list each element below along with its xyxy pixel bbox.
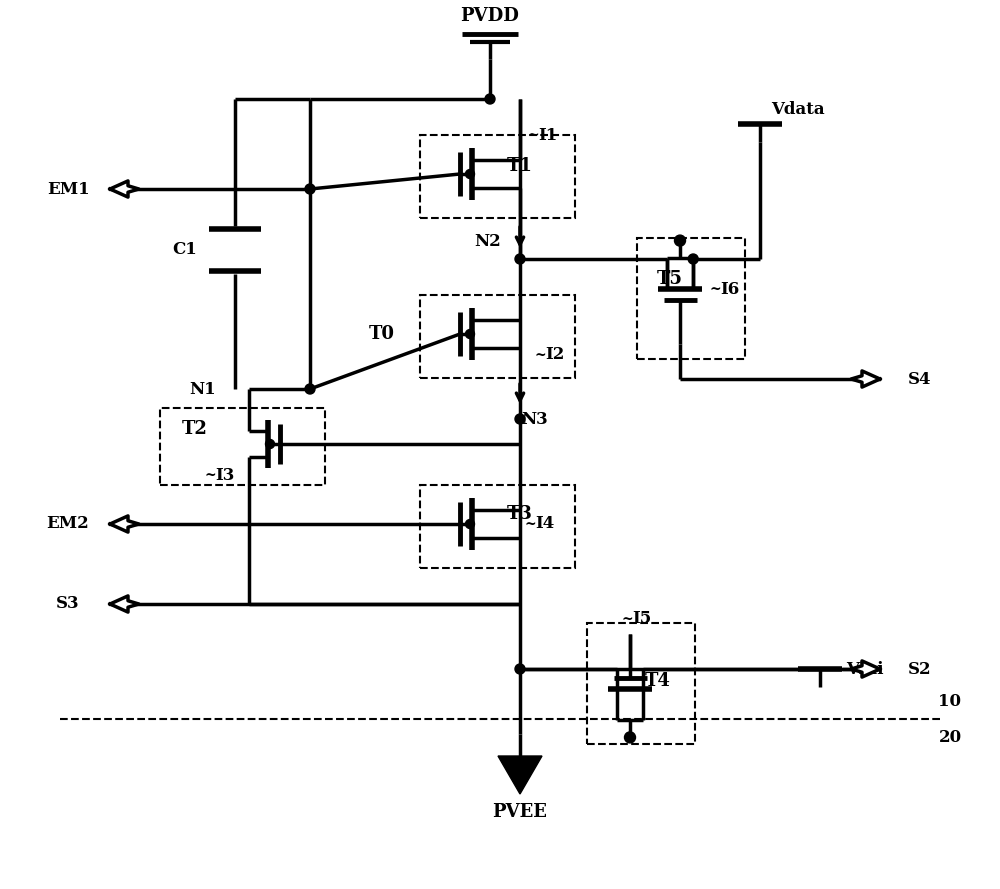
Polygon shape: [851, 661, 880, 677]
Circle shape: [466, 330, 475, 339]
Text: S2: S2: [908, 661, 932, 677]
Bar: [420, 135, 575, 218]
Circle shape: [515, 414, 525, 424]
Text: T4: T4: [645, 672, 671, 690]
Circle shape: [624, 732, 636, 743]
Circle shape: [485, 94, 495, 104]
Bar: [587, 623, 695, 744]
Text: EM1: EM1: [47, 180, 89, 197]
Text: Vini: Vini: [846, 661, 884, 677]
Text: ~: ~: [528, 128, 540, 142]
Text: C1: C1: [173, 242, 197, 259]
Circle shape: [266, 439, 275, 448]
Text: 20: 20: [938, 728, 962, 746]
Text: S4: S4: [908, 371, 932, 388]
Text: ~: ~: [205, 468, 217, 482]
Bar: [637, 238, 745, 359]
Circle shape: [515, 664, 525, 674]
Text: PVEE: PVEE: [493, 803, 547, 821]
Circle shape: [305, 184, 315, 194]
Text: I1: I1: [538, 126, 558, 143]
Circle shape: [674, 235, 686, 246]
Bar: [160, 408, 325, 485]
Bar: [420, 295, 575, 378]
Text: N1: N1: [190, 380, 216, 397]
Circle shape: [466, 519, 475, 528]
Text: I6: I6: [720, 281, 740, 298]
Polygon shape: [110, 596, 139, 613]
Text: PVDD: PVDD: [461, 7, 519, 25]
Text: I3: I3: [215, 467, 235, 484]
Circle shape: [466, 170, 475, 179]
Text: N3: N3: [522, 411, 548, 428]
Text: Vdata: Vdata: [771, 101, 825, 118]
Text: ~: ~: [525, 517, 537, 531]
Text: I4: I4: [535, 516, 555, 533]
Circle shape: [305, 384, 315, 394]
Text: T1: T1: [507, 157, 533, 175]
Text: I5: I5: [632, 610, 652, 627]
Text: EM2: EM2: [47, 516, 89, 533]
Polygon shape: [110, 180, 139, 197]
Text: S3: S3: [56, 596, 80, 613]
Text: 10: 10: [938, 693, 962, 709]
Text: ~: ~: [622, 612, 634, 626]
Circle shape: [515, 254, 525, 264]
Text: T0: T0: [369, 325, 395, 343]
Text: T2: T2: [182, 420, 208, 438]
Polygon shape: [851, 371, 880, 387]
Circle shape: [688, 254, 698, 264]
Text: N2: N2: [475, 233, 501, 250]
Bar: [420, 485, 575, 568]
Text: T5: T5: [657, 270, 683, 288]
Text: ~: ~: [535, 348, 547, 362]
Polygon shape: [498, 756, 542, 794]
Text: T3: T3: [507, 505, 533, 523]
Text: ~: ~: [710, 282, 722, 296]
Text: I2: I2: [545, 347, 565, 364]
Polygon shape: [110, 516, 139, 533]
